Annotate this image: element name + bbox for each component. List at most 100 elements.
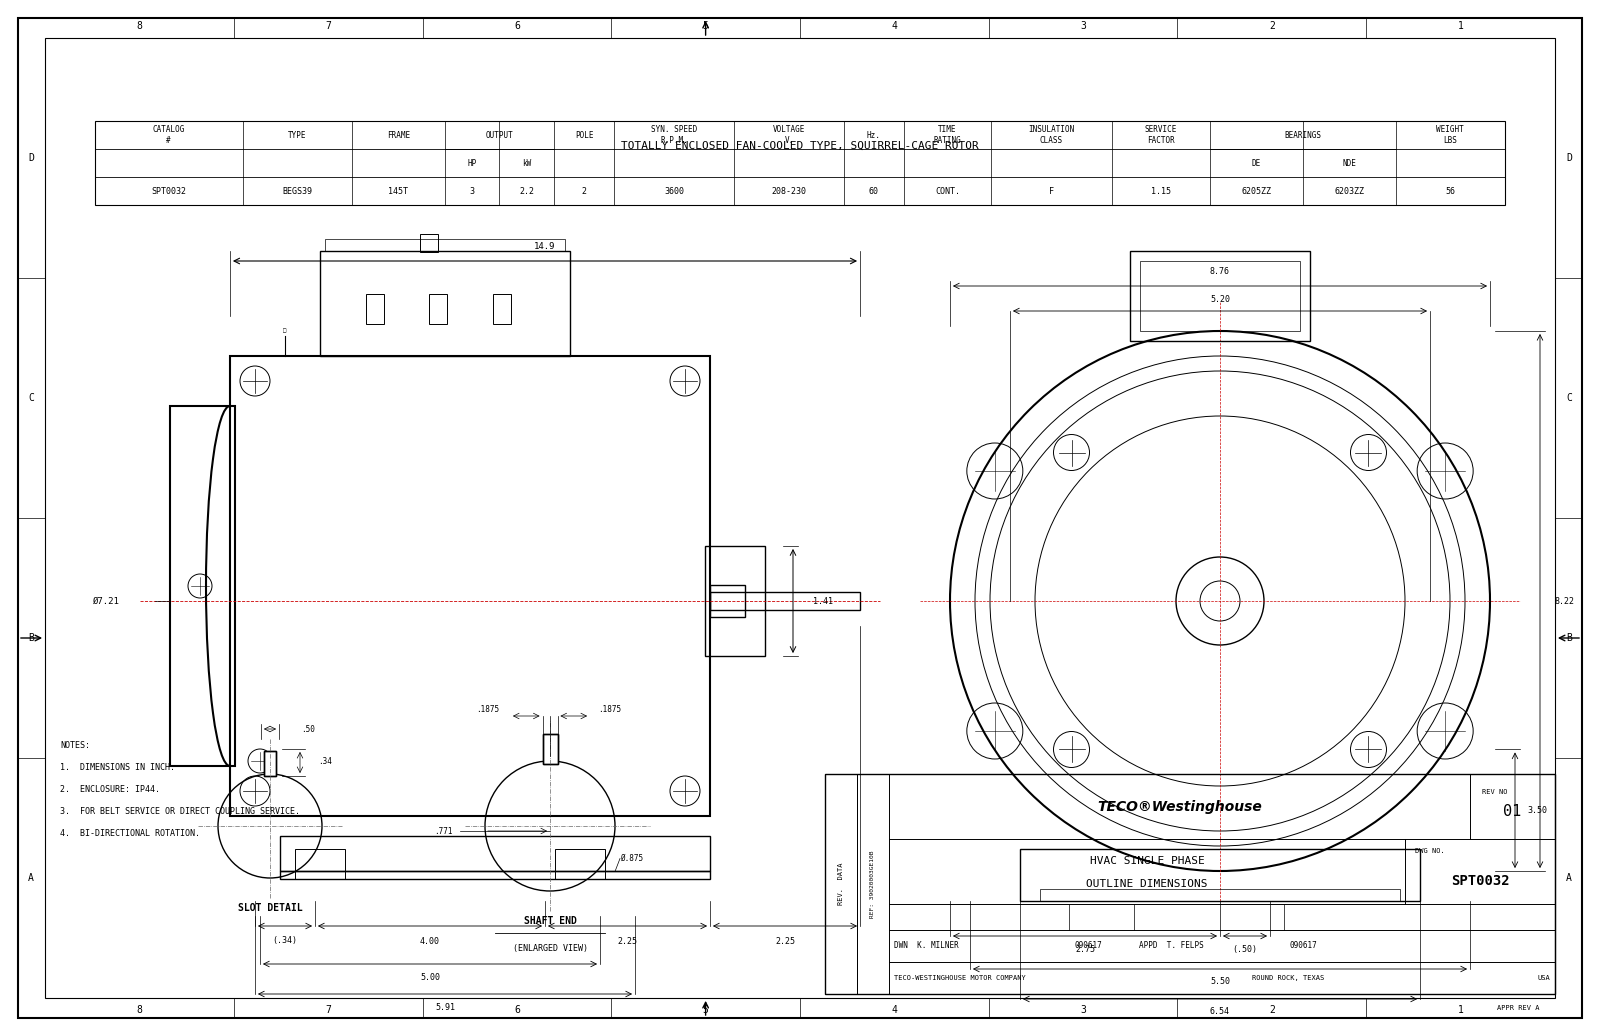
Text: 5.91: 5.91 — [435, 1003, 454, 1011]
Text: SLOT DETAIL: SLOT DETAIL — [238, 903, 302, 913]
Bar — [320, 251, 570, 356]
Text: DE: DE — [1251, 159, 1261, 168]
Text: 3: 3 — [1080, 21, 1086, 31]
Text: 6: 6 — [514, 21, 520, 31]
Text: 5.00: 5.00 — [421, 973, 440, 981]
Text: 090617: 090617 — [1290, 942, 1317, 950]
Text: (.34): (.34) — [272, 937, 298, 946]
Text: B: B — [1566, 633, 1571, 643]
Text: 5.20: 5.20 — [1210, 294, 1230, 304]
Text: Ø7.21: Ø7.21 — [93, 597, 120, 605]
Text: OUTLINE DIMENSIONS: OUTLINE DIMENSIONS — [1086, 879, 1208, 889]
Bar — [264, 751, 277, 776]
Text: APPR REV A: APPR REV A — [1498, 1005, 1539, 1011]
Text: 3: 3 — [1080, 1005, 1086, 1015]
Text: 2.2: 2.2 — [520, 186, 534, 196]
Text: DWN  K. MILNER: DWN K. MILNER — [894, 942, 958, 950]
Text: TECO®Westinghouse: TECO®Westinghouse — [1098, 800, 1262, 813]
Text: 5: 5 — [702, 1005, 709, 1015]
Text: 8: 8 — [136, 21, 142, 31]
Text: 8: 8 — [136, 1005, 142, 1015]
Text: SPT0032: SPT0032 — [152, 186, 186, 196]
Text: POLE: POLE — [574, 131, 594, 140]
Text: □: □ — [283, 328, 286, 334]
Text: 2: 2 — [1269, 21, 1275, 31]
Text: 208-230: 208-230 — [771, 186, 806, 196]
Text: Hz.: Hz. — [867, 131, 880, 140]
Text: 3600: 3600 — [664, 186, 685, 196]
Text: 6205ZZ: 6205ZZ — [1242, 186, 1272, 196]
Text: 60: 60 — [869, 186, 878, 196]
Text: 2.25: 2.25 — [774, 937, 795, 946]
Text: HVAC SINGLE PHASE: HVAC SINGLE PHASE — [1090, 856, 1205, 866]
Text: 3: 3 — [469, 186, 475, 196]
Text: 1: 1 — [1458, 1005, 1464, 1015]
Bar — [280, 836, 710, 871]
Bar — [280, 871, 710, 879]
Text: F: F — [1050, 186, 1054, 196]
Text: B: B — [29, 633, 34, 643]
Bar — [325, 239, 565, 251]
Text: OUTPUT: OUTPUT — [485, 131, 514, 140]
Bar — [1139, 261, 1299, 330]
Text: BEGS39: BEGS39 — [282, 186, 312, 196]
Text: D: D — [29, 153, 34, 163]
Bar — [542, 733, 557, 764]
Text: TYPE: TYPE — [288, 131, 307, 140]
Bar — [858, 774, 890, 994]
Text: D: D — [1566, 153, 1571, 163]
Bar — [493, 294, 510, 324]
Text: 4.  BI-DIRECTIONAL ROTATION.: 4. BI-DIRECTIONAL ROTATION. — [61, 830, 200, 838]
Text: TECO-WESTINGHOUSE MOTOR COMPANY: TECO-WESTINGHOUSE MOTOR COMPANY — [894, 975, 1026, 981]
Text: 5.50: 5.50 — [1210, 978, 1230, 986]
Text: 6.54: 6.54 — [1210, 1007, 1230, 1016]
Text: TOTALLY ENCLOSED FAN-COOLED TYPE, SQUIRREL-CAGE ROTOR: TOTALLY ENCLOSED FAN-COOLED TYPE, SQUIRR… — [621, 141, 979, 151]
Bar — [706, 546, 765, 656]
Text: .771: .771 — [434, 827, 453, 835]
Text: .34: .34 — [318, 757, 331, 766]
Text: 56: 56 — [1445, 186, 1456, 196]
Bar — [1130, 251, 1310, 341]
Text: VOLTAGE
V.: VOLTAGE V. — [773, 125, 805, 145]
Text: ROUND ROCK, TEXAS: ROUND ROCK, TEXAS — [1253, 975, 1325, 981]
Bar — [294, 848, 346, 879]
Bar — [826, 774, 1555, 994]
Text: 5: 5 — [702, 21, 709, 31]
Text: SPT0032: SPT0032 — [1451, 874, 1509, 888]
Text: BEARINGS: BEARINGS — [1285, 131, 1322, 140]
Text: Ø.875: Ø.875 — [621, 854, 643, 863]
Text: .50: .50 — [301, 724, 315, 733]
Bar — [710, 592, 861, 610]
Text: 1.15: 1.15 — [1150, 186, 1171, 196]
Text: kW: kW — [522, 159, 531, 168]
Text: 1.41: 1.41 — [813, 597, 834, 605]
Bar — [1040, 889, 1400, 901]
Text: 2.  ENCLOSURE: IP44.: 2. ENCLOSURE: IP44. — [61, 785, 160, 795]
Text: 6203ZZ: 6203ZZ — [1334, 186, 1365, 196]
Text: (.50): (.50) — [1232, 945, 1258, 953]
Bar — [710, 585, 746, 617]
Text: 2.75: 2.75 — [1075, 945, 1094, 953]
Text: 4: 4 — [891, 21, 898, 31]
Text: 4.00: 4.00 — [421, 937, 440, 946]
Text: 1: 1 — [1458, 21, 1464, 31]
Text: REV NO: REV NO — [1482, 789, 1507, 795]
Bar — [542, 733, 557, 764]
Bar — [419, 234, 438, 252]
Bar — [170, 406, 235, 766]
Text: SYN. SPEED
R.P.M.: SYN. SPEED R.P.M. — [651, 125, 698, 145]
Bar — [1021, 848, 1419, 901]
Text: 4: 4 — [891, 1005, 898, 1015]
Text: APPD  T. FELPS: APPD T. FELPS — [1139, 942, 1203, 950]
Text: A: A — [1566, 873, 1571, 883]
Text: 14.9: 14.9 — [534, 241, 555, 251]
Text: C: C — [29, 393, 34, 403]
Text: TIME
RATING: TIME RATING — [934, 125, 962, 145]
Text: CATALOG
#: CATALOG # — [152, 125, 186, 145]
Text: C: C — [1566, 393, 1571, 403]
Bar — [94, 121, 1506, 205]
Text: 3.50: 3.50 — [1526, 806, 1547, 814]
Bar — [555, 848, 605, 879]
Text: A: A — [29, 873, 34, 883]
Text: USA: USA — [1538, 975, 1550, 981]
